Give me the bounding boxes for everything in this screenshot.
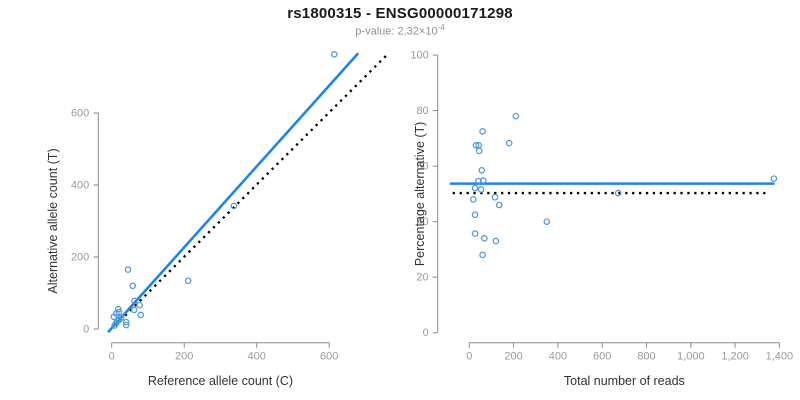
p-value-subtitle: p-value: 2.32×10-4: [0, 23, 800, 38]
allele-count-scatter-data-point: [114, 305, 122, 313]
percentage-reads-scatter-y-tick-label: 60: [416, 161, 428, 173]
percentage-reads-scatter-data-point: [481, 235, 488, 242]
allele-count-scatter-data-point: [122, 318, 130, 326]
percentage-reads-scatter-data-point: [505, 139, 513, 147]
allele-count-scatter-data-point: [124, 266, 132, 273]
percentage-reads-scatter-x-tick-label: 800: [637, 351, 655, 363]
percentage-reads-scatter-data-point: [475, 147, 483, 155]
allele-count-scatter-data-point: [110, 313, 118, 321]
allele-count-scatter-y-tick-label: 400: [71, 180, 89, 192]
percentage-reads-scatter-data-point: [469, 196, 477, 203]
allele-count-scatter-y-tick-label: 0: [83, 324, 89, 336]
allele-count-scatter-x-tick-label: 200: [175, 351, 193, 363]
percentage-reads-scatter-data-point: [512, 112, 520, 120]
percentage-reads-scatter-y-tick-label: 20: [416, 272, 428, 284]
allele-count-scatter-x-tick-label: 0: [109, 351, 115, 363]
percentage-reads-scatter-data-point: [770, 175, 778, 182]
p-value-text: p-value: 2.32×10: [355, 25, 438, 38]
percentage-reads-scatter-data-point: [471, 230, 479, 237]
allele-count-scatter-data-point: [113, 317, 121, 325]
percentage-reads-scatter-data-point: [471, 211, 479, 219]
percentage-reads-scatter-x-tick-label: 0: [466, 351, 472, 363]
allele-count-scatter-x-tick-label: 400: [248, 351, 266, 363]
page-title: rs1800315 - ENSG00000171298: [287, 5, 513, 22]
allele-count-scatter-data-point: [115, 308, 123, 316]
allele-count-scatter-y-tick-label: 600: [71, 108, 89, 120]
percentage-reads-scatter-x-tick-label: 1,400: [766, 351, 794, 363]
percentage-reads-scatter-data-point: [479, 177, 487, 184]
percentage-reads-scatter-data-point: [472, 142, 480, 149]
percentage-reads-scatter-y-tick-label: 0: [423, 327, 429, 339]
allele-count-scatter-data-point: [117, 314, 125, 322]
allele-count-scatter-x-axis-title: Reference allele count (C): [148, 374, 293, 388]
percentage-reads-scatter-data-point: [479, 251, 486, 259]
percentage-reads-scatter-x-tick-label: 1,000: [677, 351, 705, 363]
percentage-reads-scatter-x-tick-label: 200: [504, 351, 522, 363]
percentage-reads-scatter-y-tick-label: 80: [416, 105, 428, 117]
allele-count-scatter-data-point: [137, 311, 145, 319]
allele-count-scatter-data-point: [330, 51, 338, 58]
allele-count-scatter-data-point: [184, 277, 192, 285]
allele-count-scatter-data-point: [130, 306, 138, 314]
percentage-reads-scatter-x-tick-label: 400: [549, 351, 567, 363]
percentage-reads-scatter-data-point: [479, 128, 486, 135]
percentage-reads-scatter-y-axis-title: Percentage alternative (T): [413, 122, 427, 267]
allele-count-scatter-y-axis-title: Alternative allele count (T): [46, 148, 60, 293]
percentage-reads-scatter-y-tick-label: 40: [416, 216, 428, 228]
percentage-reads-scatter-data-point: [477, 186, 485, 193]
percentage-reads-scatter-data-point: [471, 184, 479, 192]
percentage-reads-scatter-data-point: [492, 237, 500, 245]
regression-line: [107, 52, 360, 334]
allele-count-scatter-y-tick-label: 200: [71, 252, 89, 264]
allele-count-scatter-data-point: [129, 282, 137, 290]
percentage-reads-scatter-data-point: [491, 193, 499, 201]
percentage-reads-scatter-data-point: [543, 218, 551, 225]
percentage-reads-scatter-y-tick-label: 100: [410, 50, 428, 62]
percentage-reads-scatter-data-point: [614, 189, 622, 197]
allele-count-scatter-data-point: [230, 202, 238, 210]
allele-count-scatter-data-point: [131, 297, 138, 305]
p-value-exponent: -4: [437, 23, 445, 32]
allele-count-scatter-data-point: [136, 301, 143, 309]
allele-count-scatter-x-tick-label: 600: [320, 351, 338, 363]
identity-line: [114, 53, 389, 327]
percentage-reads-scatter-data-point: [495, 201, 503, 209]
percentage-reads-scatter-x-tick-label: 1,200: [721, 351, 749, 363]
allele-count-scatter-data-point: [122, 321, 130, 329]
percentage-reads-scatter-x-tick-label: 600: [593, 351, 611, 363]
percentage-reads-scatter-data-point: [478, 167, 486, 174]
percentage-reads-scatter-x-axis-title: Total number of reads: [564, 374, 685, 388]
